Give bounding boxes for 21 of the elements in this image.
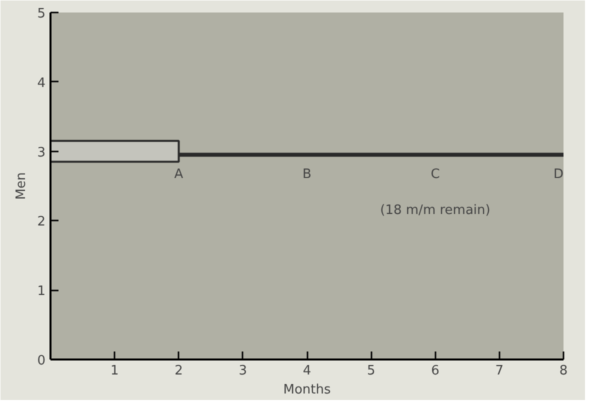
x-tick-label: 6 (431, 364, 440, 378)
x-tick-label: 4 (302, 364, 312, 378)
y-tick-label: 4 (37, 76, 46, 91)
y-tick-label: 1 (37, 284, 46, 300)
x-tick-label: 2 (174, 364, 183, 378)
x-tick-label: 7 (495, 364, 504, 378)
y-tick-label: 0 (37, 354, 46, 368)
y-tick-label: 5 (37, 6, 46, 22)
y-tick-label: 2 (37, 214, 46, 230)
x-tick-label: 3 (238, 364, 248, 378)
x-axis-title: Months (283, 382, 331, 398)
annotation: C (430, 166, 440, 182)
annotation: D (553, 166, 564, 182)
y-tick-label: 3 (37, 145, 46, 160)
x-tick-label: 1 (110, 364, 119, 378)
x-tick-label: 5 (366, 364, 376, 378)
y-axis-title: Men (14, 172, 30, 200)
annotation: B (302, 166, 312, 182)
annotation: (18 m/m remain) (380, 202, 490, 218)
x-tick-label: 8 (559, 364, 568, 378)
annotation: A (174, 166, 184, 182)
